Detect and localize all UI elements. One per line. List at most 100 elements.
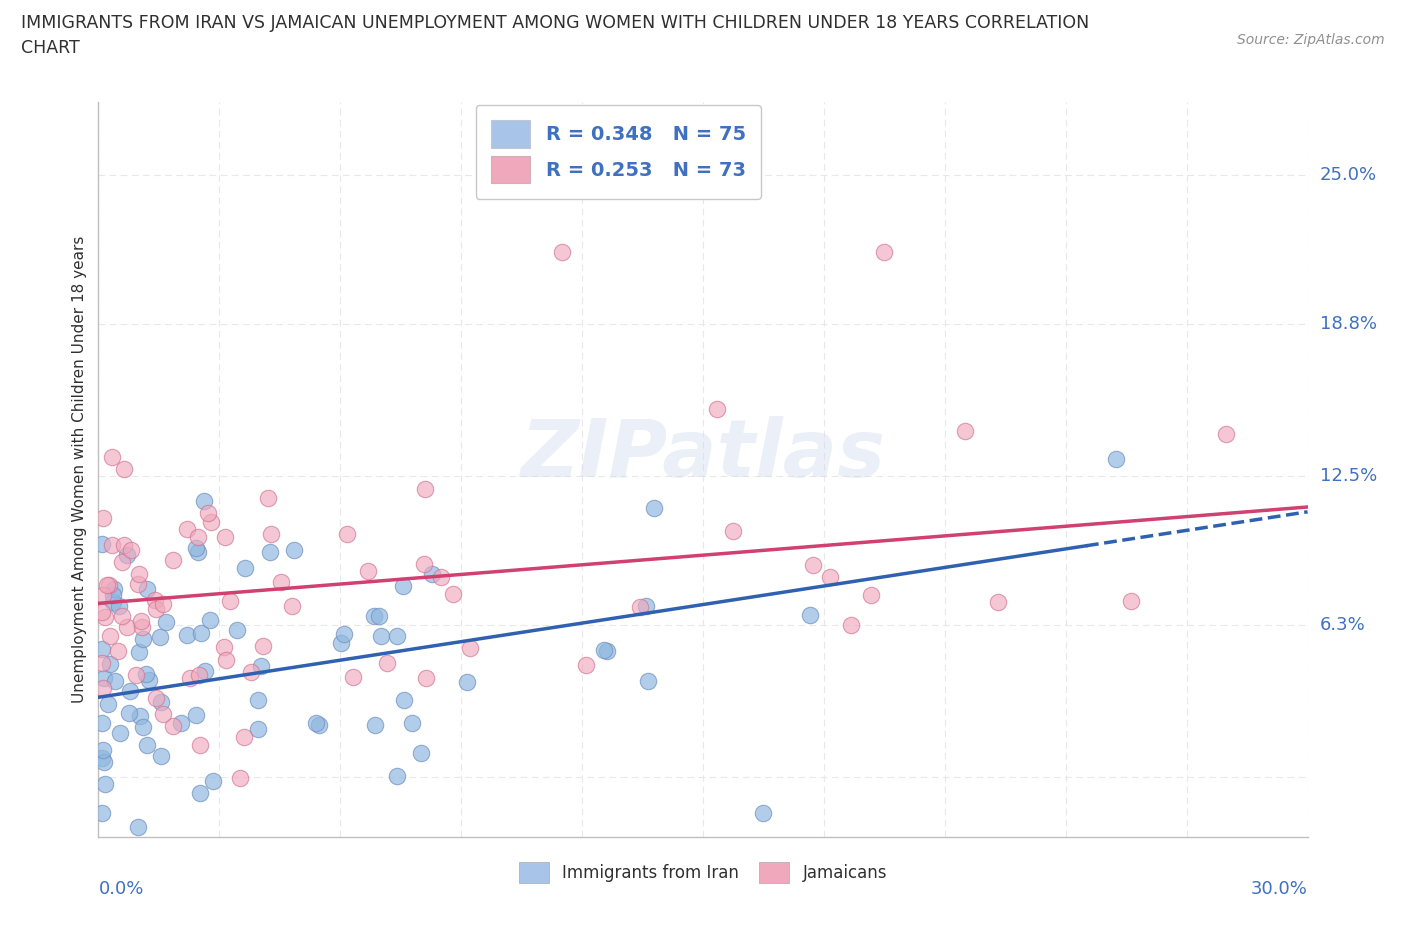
Point xyxy=(128,567,150,582)
Point xyxy=(162,552,184,567)
Point xyxy=(801,558,824,573)
Point xyxy=(225,622,247,637)
Point xyxy=(176,521,198,536)
Point xyxy=(93,777,115,791)
Point xyxy=(170,715,193,730)
Point xyxy=(108,725,131,740)
Point xyxy=(252,638,274,653)
Point xyxy=(135,667,157,682)
Point xyxy=(256,491,278,506)
Point xyxy=(441,586,464,601)
Point xyxy=(91,742,114,757)
Point xyxy=(401,716,423,731)
Point xyxy=(91,511,114,525)
Point xyxy=(145,691,167,706)
Point xyxy=(1119,593,1142,608)
Point xyxy=(111,554,134,569)
Point xyxy=(107,644,129,658)
Point xyxy=(120,684,142,698)
Point xyxy=(128,644,150,659)
Point xyxy=(634,598,657,613)
Point xyxy=(98,578,121,592)
Point xyxy=(112,461,135,476)
Point xyxy=(193,494,215,509)
Text: 30.0%: 30.0% xyxy=(1251,881,1308,898)
Point xyxy=(101,588,124,603)
Text: 12.5%: 12.5% xyxy=(1320,467,1376,485)
Point xyxy=(98,657,121,671)
Point xyxy=(335,526,357,541)
Point xyxy=(214,653,236,668)
Point xyxy=(1215,427,1237,442)
Point xyxy=(194,664,217,679)
Point xyxy=(987,594,1010,609)
Point xyxy=(357,564,380,578)
Point xyxy=(637,673,659,688)
Point xyxy=(132,720,155,735)
Point xyxy=(799,607,821,622)
Point xyxy=(233,561,256,576)
Point xyxy=(100,629,122,644)
Point xyxy=(200,514,222,529)
Text: 6.3%: 6.3% xyxy=(1320,616,1365,634)
Point xyxy=(129,614,152,629)
Point xyxy=(219,593,242,608)
Text: ZIPatlas: ZIPatlas xyxy=(520,416,886,494)
Point xyxy=(593,643,616,658)
Point xyxy=(413,556,436,571)
Point xyxy=(305,716,328,731)
Text: Source: ZipAtlas.com: Source: ZipAtlas.com xyxy=(1237,33,1385,46)
Point xyxy=(149,630,172,644)
Point xyxy=(329,635,352,650)
Point xyxy=(212,640,235,655)
Point xyxy=(392,578,415,593)
Point xyxy=(247,693,270,708)
Point xyxy=(190,626,212,641)
Point xyxy=(752,805,775,820)
Point xyxy=(150,695,173,710)
Text: 25.0%: 25.0% xyxy=(1320,166,1376,183)
Point xyxy=(94,610,117,625)
Point xyxy=(136,581,159,596)
Point xyxy=(91,604,114,619)
Point xyxy=(413,482,436,497)
Point xyxy=(198,613,221,628)
Point xyxy=(409,745,432,760)
Point xyxy=(91,642,114,657)
Point xyxy=(385,769,408,784)
Point xyxy=(368,609,391,624)
Point xyxy=(342,670,364,684)
Point xyxy=(179,671,201,685)
Point xyxy=(375,655,398,670)
Point xyxy=(108,598,131,613)
Point xyxy=(628,600,651,615)
Point xyxy=(392,692,415,707)
Point xyxy=(228,770,250,785)
Point xyxy=(188,737,211,752)
Point xyxy=(820,570,842,585)
Point xyxy=(187,544,209,559)
Text: CHART: CHART xyxy=(21,39,80,57)
Point xyxy=(127,576,149,591)
Point xyxy=(155,615,177,630)
Point xyxy=(162,718,184,733)
Point xyxy=(145,602,167,617)
Point xyxy=(96,578,118,592)
Point xyxy=(551,245,574,259)
Point xyxy=(706,401,728,416)
Point xyxy=(101,594,124,609)
Point xyxy=(101,450,124,465)
Point xyxy=(184,541,207,556)
Point xyxy=(93,671,115,685)
Point xyxy=(308,717,330,732)
Point xyxy=(124,668,146,683)
Point xyxy=(1105,451,1128,466)
Point xyxy=(97,697,120,711)
Point xyxy=(953,424,976,439)
Legend: Immigrants from Iran, Jamaicans: Immigrants from Iran, Jamaicans xyxy=(510,854,896,891)
Point xyxy=(420,567,443,582)
Point xyxy=(93,681,115,696)
Point xyxy=(176,627,198,642)
Point xyxy=(385,629,408,644)
Point xyxy=(332,627,354,642)
